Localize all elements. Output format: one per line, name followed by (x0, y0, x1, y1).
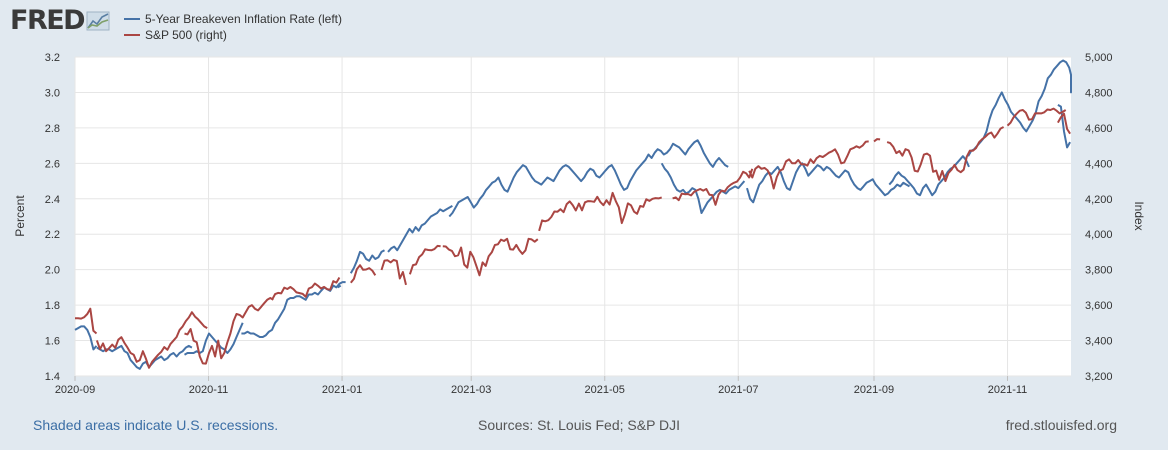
series-segment-spx (672, 168, 754, 206)
right-tick-label: 3,200 (1085, 371, 1113, 383)
fred-logo[interactable]: FRED (10, 6, 110, 36)
series-segment-spx (408, 244, 441, 275)
left-tick-label: 1.8 (45, 300, 60, 312)
right-tick-label: 4,400 (1085, 158, 1113, 170)
series-segment-spx (886, 126, 1005, 183)
left-tick-label: 2.6 (45, 158, 60, 170)
right-tick-label: 4,600 (1085, 123, 1113, 135)
right-tick-label: 5,000 (1085, 52, 1113, 64)
left-tick-label: 1.6 (45, 336, 60, 348)
series-segment-spx (748, 140, 869, 190)
left-tick-label: 2.2 (45, 229, 60, 241)
series-lines (74, 59, 1072, 370)
legend-item-bei[interactable]: 5-Year Breakeven Inflation Rate (left) (124, 11, 342, 27)
left-tick-label: 1.4 (45, 371, 60, 383)
right-axis-ticks: 3,200 3,400 3,600 3,800 4,000 4,200 4,400 4,600… (1085, 52, 1113, 383)
right-tick-label: 3,800 (1085, 265, 1113, 277)
series-segment-bei (184, 322, 244, 356)
series-segment-spx (1006, 107, 1067, 127)
series-segment-spx (75, 307, 98, 335)
series-segment-spx (538, 191, 663, 232)
left-tick-label: 2.0 (45, 265, 60, 277)
series-segment-spx (184, 297, 274, 365)
chart-legend: 5-Year Breakeven Inflation Rate (left) S… (124, 11, 342, 43)
chart-line-icon (86, 11, 110, 31)
series-segment-spx (350, 264, 377, 284)
series-segment-bei (967, 59, 1072, 157)
logo-text: FRED (10, 5, 86, 36)
series-segment-bei (96, 344, 193, 370)
series-segment-bei (1057, 104, 1071, 149)
grid-lines (74, 56, 1071, 377)
left-axis-ticks: 1.4 1.6 1.8 2.0 2.2 2.4 2.6 2.8 3.0 3.2 (45, 52, 60, 383)
site-link[interactable]: fred.stlouisfed.org (1005, 417, 1117, 433)
chart-header: FRED 5-Year Breakeven Inflation Rate (le… (0, 0, 1168, 48)
legend-label-spx: S&P 500 (right) (145, 28, 227, 42)
right-axis-label: Index (1132, 201, 1146, 230)
x-tick-label: 2021-03 (451, 384, 491, 396)
sources-text: Sources: St. Louis Fed; S&P DJI (478, 417, 681, 433)
series-segment-bei (387, 205, 453, 253)
right-tick-label: 4,000 (1085, 229, 1113, 241)
series-segment-bei (349, 249, 385, 274)
series-spx[interactable] (75, 107, 1071, 369)
x-tick-label: 2021-07 (718, 384, 758, 396)
chart-area[interactable]: 1.4 1.6 1.8 2.0 2.2 2.4 2.6 2.8 3.0 3.2 3,200 3,40… (0, 0, 1168, 410)
recession-note[interactable]: Shaded areas indicate U.S. recessions. (33, 417, 279, 433)
left-tick-label: 2.4 (45, 194, 60, 206)
left-axis-label: Percent (13, 195, 27, 237)
series-segment-spx (1057, 112, 1071, 135)
x-tick-label: 2021-01 (322, 384, 362, 396)
left-tick-label: 2.8 (45, 123, 60, 135)
right-tick-label: 4,800 (1085, 87, 1113, 99)
series-segment-spx (442, 237, 539, 277)
plot-background (75, 57, 1071, 376)
x-tick-label: 2020-11 (189, 384, 229, 396)
series-bei[interactable] (74, 59, 1072, 370)
series-segment-spx (380, 258, 407, 286)
left-tick-label: 3.2 (45, 52, 60, 64)
series-segment-bei (660, 162, 746, 214)
legend-swatch-spx (124, 34, 140, 36)
x-tick-label: 2021-11 (988, 384, 1028, 396)
x-tick-label: 2021-05 (585, 384, 625, 396)
series-segment-spx (271, 276, 341, 301)
series-segment-spx (95, 311, 208, 369)
right-tick-label: 3,400 (1085, 336, 1113, 348)
x-axis-ticks: 2020-09 2020-11 2021-01 2021-03 2021-05 2021-… (55, 376, 1027, 396)
series-segment-bei (888, 155, 970, 197)
series-segment-spx (873, 138, 881, 143)
legend-label-bei: 5-Year Breakeven Inflation Rate (left) (145, 12, 342, 26)
legend-swatch-bei (124, 18, 140, 20)
series-segment-bei (74, 325, 98, 351)
legend-item-spx[interactable]: S&P 500 (right) (124, 27, 342, 43)
series-segment-bei (746, 162, 911, 204)
right-tick-label: 3,600 (1085, 300, 1113, 312)
x-tick-label: 2021-09 (854, 384, 894, 396)
left-tick-label: 3.0 (45, 87, 60, 99)
right-tick-label: 4,200 (1085, 194, 1113, 206)
x-tick-label: 2020-09 (55, 384, 95, 396)
series-segment-bei (448, 139, 729, 218)
series-segment-bei (337, 284, 342, 289)
